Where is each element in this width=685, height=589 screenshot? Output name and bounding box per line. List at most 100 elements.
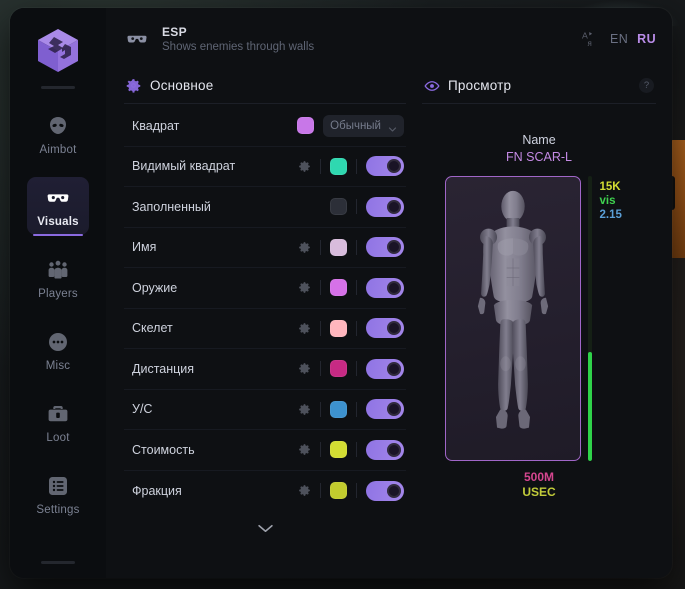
gear-icon[interactable] [298,484,311,497]
settings-panel-header: Основное [124,70,406,103]
setting-row[interactable]: Заполненный [124,187,406,228]
preview-panel: Просмотр ? Name FN SCAR-L [422,70,656,578]
gear-icon[interactable] [298,443,311,456]
setting-label: Скелет [132,321,173,336]
setting-controls [298,480,404,501]
setting-controls [298,399,404,420]
control-separator [320,483,321,499]
setting-toggle[interactable] [366,156,404,177]
color-swatch[interactable] [330,441,347,459]
setting-row[interactable]: Квадрат Обычный [124,106,406,147]
toggle-knob [387,321,401,336]
setting-controls [298,358,404,379]
preview-faction: USEC [522,485,556,500]
setting-row[interactable]: Скелет [124,309,406,349]
setting-row[interactable]: Имя [124,228,406,268]
control-separator [356,280,357,296]
color-swatch[interactable] [330,279,347,297]
goggles-icon [46,186,70,210]
setting-toggle[interactable] [366,277,404,298]
color-swatch[interactable] [330,482,347,500]
sidebar-item-loot[interactable]: Loot [27,393,89,451]
top-bar: ESP Shows enemies through walls A я EN R… [106,8,672,70]
setting-row[interactable]: Видимый квадрат [124,147,406,187]
gear-icon[interactable] [298,322,311,335]
control-separator [320,280,321,296]
color-swatch[interactable] [330,360,347,378]
feature-subtitle: Shows enemies through walls [162,41,315,53]
setting-controls [330,196,404,217]
gear-icon[interactable] [298,241,311,254]
chevron-down-icon [388,121,397,132]
setting-toggle[interactable] [366,237,404,258]
esp-stats: 15K vis 2.15 [600,176,622,222]
gear-icon[interactable] [298,281,311,294]
setting-row[interactable]: У/С [124,390,406,430]
setting-toggle[interactable] [366,196,404,217]
sidebar-item-label: Visuals [37,216,79,228]
setting-toggle[interactable] [366,439,404,460]
sidebar-item-visuals[interactable]: Visuals [27,177,89,236]
feature-title: ESP [162,25,187,39]
color-swatch[interactable] [330,319,347,337]
settings-panel: Основное Квадрат Обычный [124,70,406,578]
setting-controls [298,237,404,258]
setting-row[interactable]: Оружие [124,268,406,309]
toggle-knob [387,442,401,457]
alien-head-icon [46,114,70,138]
color-swatch[interactable] [330,400,347,418]
toggle-knob [387,159,401,174]
preview-body: Name FN SCAR-L [422,106,656,578]
sidebar-item-misc[interactable]: Misc [27,321,89,379]
color-swatch[interactable] [330,198,347,216]
setting-toggle[interactable] [366,358,404,379]
sidebar-item-players[interactable]: Players [27,249,89,307]
model-wrapper: 15K vis 2.15 [444,175,634,461]
help-icon[interactable]: ? [639,78,654,93]
control-separator [356,483,357,499]
setting-label: Фракция [132,483,182,498]
briefcase-icon [46,402,70,426]
preview-weapon: FN SCAR-L [506,149,572,164]
background-object [668,140,685,258]
sidebar-item-label: Aimbot [39,144,77,156]
goggles-icon [124,26,150,52]
sidebar-divider [41,86,75,89]
sidebar-item-settings[interactable]: Settings [27,465,89,523]
preview-panel-header: Просмотр ? [422,70,656,103]
expand-more-button[interactable] [124,511,406,539]
preview-player-name: Name [522,133,556,147]
color-swatch[interactable] [330,238,347,256]
gear-icon[interactable] [298,403,311,416]
setting-row[interactable]: Дистанция [124,349,406,390]
preview-divider [422,103,656,104]
sg-cube-logo[interactable] [30,22,86,78]
color-swatch[interactable] [330,157,347,175]
list-icon [46,474,70,498]
setting-toggle[interactable] [366,318,404,339]
lang-option-en[interactable]: EN [609,32,629,46]
setting-toggle[interactable] [366,480,404,501]
setting-row[interactable]: Фракция [124,471,406,512]
gear-icon[interactable] [298,362,311,375]
esp-box [444,175,581,461]
color-swatch[interactable] [297,117,315,135]
gear-icon[interactable] [298,160,311,173]
style-select[interactable]: Обычный [323,114,404,137]
setting-row[interactable]: Стоимость [124,430,406,471]
gear-icon [126,78,141,93]
lang-option-ru[interactable]: RU [637,32,656,46]
toggle-knob [387,361,401,376]
sidebar-item-label: Players [38,288,78,300]
sidebar-item-aimbot[interactable]: Aimbot [27,105,89,163]
setting-controls: Обычный [297,114,404,137]
control-separator [320,320,321,336]
translate-icon: A я [582,30,601,49]
setting-toggle[interactable] [366,399,404,420]
setting-controls [298,156,404,177]
select-value: Обычный [330,119,381,132]
health-fill [587,352,592,461]
setting-label: Дистанция [132,361,195,376]
setting-label: Имя [132,240,157,255]
setting-controls [298,439,404,460]
